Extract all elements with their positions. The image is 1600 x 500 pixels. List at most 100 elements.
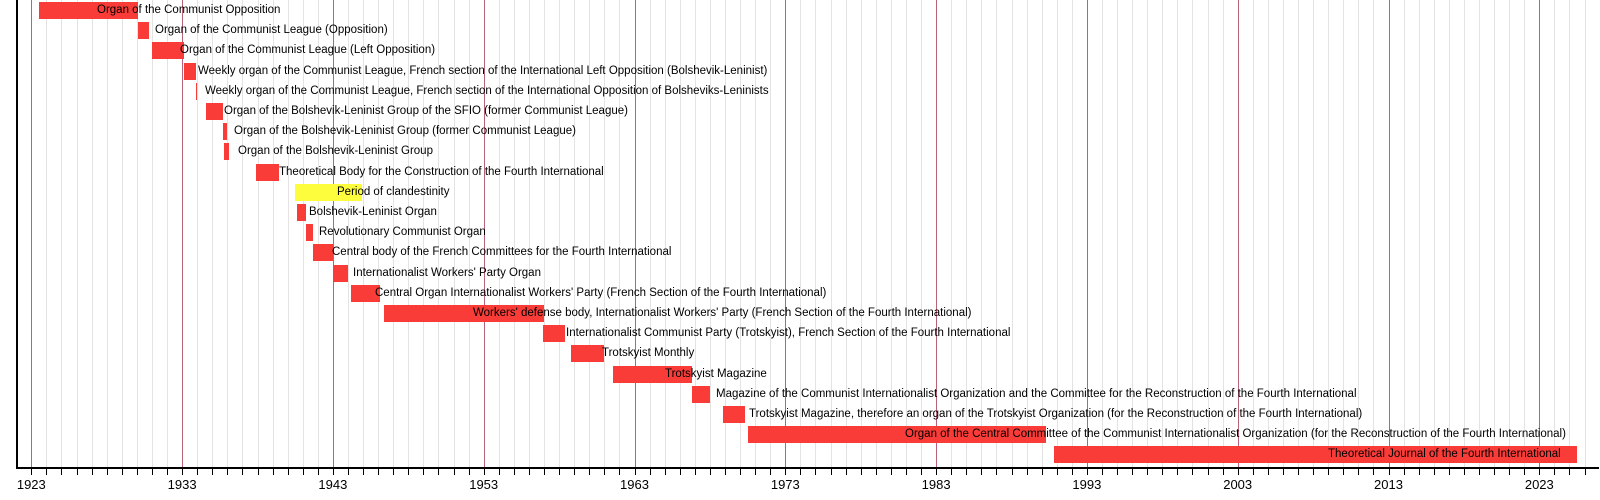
timeline-bar-label: Organ of the Communist League (Oppositio… (155, 24, 388, 37)
gridline-year (76, 0, 78, 467)
gridline-year (1192, 0, 1194, 467)
gridline-year (1117, 0, 1119, 467)
gridline-year (197, 0, 199, 467)
x-axis-tick (453, 469, 455, 475)
x-axis-tick (815, 469, 817, 475)
x-axis-tick (317, 469, 319, 475)
gridline-year (1478, 0, 1480, 467)
x-axis-year-label: 2023 (1524, 477, 1554, 492)
gridline-year (966, 0, 968, 467)
gridline-year (1373, 0, 1375, 467)
x-axis-tick (1282, 469, 1284, 475)
x-axis-tick (151, 469, 153, 475)
timeline-bar (350, 284, 380, 302)
gridline-year (363, 0, 365, 467)
timeline-bar-label: Organ of the Central Committee of the Co… (905, 428, 1566, 441)
x-axis-tick (936, 469, 938, 475)
gridline-year (46, 0, 48, 467)
x-axis-tick (544, 469, 546, 475)
x-axis-tick (242, 469, 244, 475)
x-axis-tick (1252, 469, 1254, 475)
gridline-decade (182, 0, 184, 467)
timeline-bar (384, 305, 545, 322)
x-axis-tick (1056, 469, 1058, 475)
gridline-year (709, 0, 711, 467)
gridline-year (272, 0, 274, 467)
x-axis-tick (1524, 469, 1526, 475)
x-axis-tick (378, 469, 380, 475)
x-axis-tick (408, 469, 410, 475)
gridline-year (679, 0, 681, 467)
x-axis-tick (1418, 469, 1420, 475)
x-axis-tick (483, 469, 485, 475)
timeline-bar (305, 224, 314, 242)
x-axis-tick (634, 469, 636, 475)
gridline-year (890, 0, 892, 467)
x-axis-year-label: 1933 (167, 477, 197, 492)
timeline-bar (224, 143, 229, 161)
x-axis-tick (363, 469, 365, 475)
x-axis-tick (1222, 469, 1224, 475)
x-axis-tick (347, 469, 349, 475)
gridline-year (1132, 0, 1134, 467)
gridline-year (1011, 0, 1013, 467)
timeline-bar-label: Organ of the Bolshevik-Leninist Group (f… (234, 125, 576, 138)
x-axis-tick (136, 469, 138, 475)
x-axis-year-label: 1993 (1072, 477, 1102, 492)
x-axis-tick (1026, 469, 1028, 475)
x-axis-tick (1237, 469, 1239, 475)
gridline-year (1433, 0, 1435, 467)
gridline-year (1313, 0, 1315, 467)
timeline-bar-label: Organ of the Bolshevik-Leninist Group of… (224, 105, 628, 117)
gridline-year (1177, 0, 1179, 467)
gridline-year (1026, 0, 1028, 467)
x-axis-tick (830, 469, 832, 475)
gridline-year (468, 0, 470, 467)
x-axis-tick (559, 469, 561, 475)
gridline-year (1252, 0, 1254, 467)
x-axis-tick (1177, 469, 1179, 475)
x-axis-tick (679, 469, 681, 475)
x-axis-tick (1071, 469, 1073, 475)
gridline-year (875, 0, 877, 467)
x-axis-tick (1584, 469, 1586, 475)
x-axis-tick (1207, 469, 1209, 475)
x-axis-tick (619, 469, 621, 475)
x-axis-tick (498, 469, 500, 475)
x-axis-tick (1132, 469, 1134, 475)
timeline-bar-label: Weekly organ of the Communist League, Fr… (205, 84, 769, 97)
x-axis-tick (46, 469, 48, 475)
timeline-bar (38, 2, 139, 19)
gridline-year (1101, 0, 1103, 467)
x-axis-tick (121, 469, 123, 475)
x-axis-tick (1267, 469, 1269, 475)
gridline-year (860, 0, 862, 467)
x-axis-tick (1041, 469, 1043, 475)
gridline-year (498, 0, 500, 467)
x-axis-tick (182, 469, 184, 475)
timeline-bar (296, 204, 306, 221)
x-axis-tick (1192, 469, 1194, 475)
gridline-year (1222, 0, 1224, 467)
x-axis-year-label: 2013 (1374, 477, 1403, 492)
x-axis-year-label: 1973 (770, 477, 800, 492)
gridline-year (378, 0, 380, 467)
x-axis-tick (589, 469, 591, 475)
x-axis-tick (890, 469, 892, 475)
gridline-year (438, 0, 440, 467)
timeline-bar-label: Organ of the Communist League (Left Oppo… (180, 44, 436, 57)
timeline-bar-label: Trotskyist Monthly (602, 347, 695, 360)
gridline-year (1403, 0, 1405, 467)
x-axis-tick (212, 469, 214, 475)
gridline-year (1463, 0, 1465, 467)
timeline-bar-label: Theoretical Body for the Construction of… (279, 165, 604, 178)
gridline-decade (634, 0, 636, 467)
x-axis-tick (302, 469, 304, 475)
x-axis-tick (770, 469, 772, 475)
timeline-bar (691, 385, 710, 403)
x-axis-tick (31, 469, 33, 475)
gridline-year (1418, 0, 1420, 467)
x-axis-tick (468, 469, 470, 475)
gridline-year (574, 0, 576, 467)
